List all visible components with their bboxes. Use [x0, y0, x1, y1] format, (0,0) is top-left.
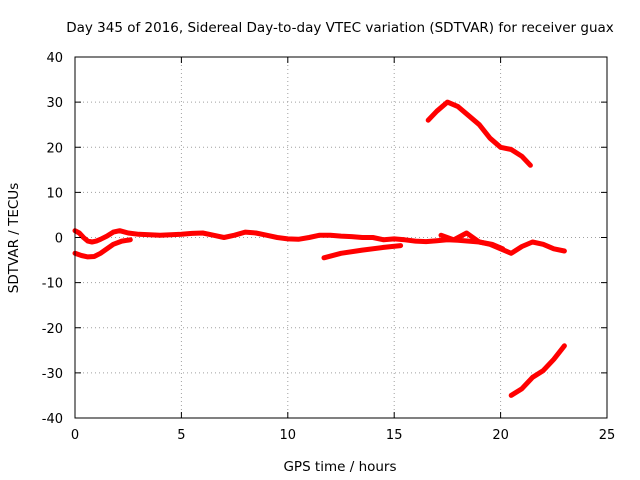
series-line-arc-6 [438, 230, 506, 252]
chart-title: Day 345 of 2016, Sidereal Day-to-day VTE… [66, 20, 614, 36]
y-tick-label: 10 [46, 186, 63, 201]
series-line-arc-1 [72, 228, 567, 256]
y-axis-label: SDTVAR / TECUs [6, 183, 22, 293]
y-tick-label: -20 [42, 322, 63, 337]
x-tick-label: 0 [71, 428, 79, 443]
axes: 0 5 10 15 20 25 -40 -30 -20 -10 0 10 20 30 40 [42, 51, 616, 443]
x-tick-label: 15 [386, 428, 403, 443]
x-axis-label: GPS time / hours [283, 459, 396, 475]
series-line-arc-4 [425, 99, 533, 168]
y-tick-label: 30 [46, 96, 63, 111]
series-group [72, 99, 567, 398]
series-line-arc-5 [508, 343, 567, 398]
y-tick-label: 0 [55, 232, 63, 247]
y-tick-label: -10 [42, 277, 63, 292]
series-line-arc-2 [72, 237, 133, 260]
x-tick-label: 25 [599, 428, 616, 443]
y-tick-label: 20 [46, 141, 63, 156]
y-tick-label: -40 [42, 412, 63, 427]
y-tick-label: 40 [46, 51, 63, 66]
x-tick-label: 10 [280, 428, 297, 443]
x-tick-label: 5 [177, 428, 185, 443]
series-line-arc-3 [321, 243, 404, 261]
y-tick-label: -30 [42, 367, 63, 382]
x-tick-label: 20 [492, 428, 509, 443]
